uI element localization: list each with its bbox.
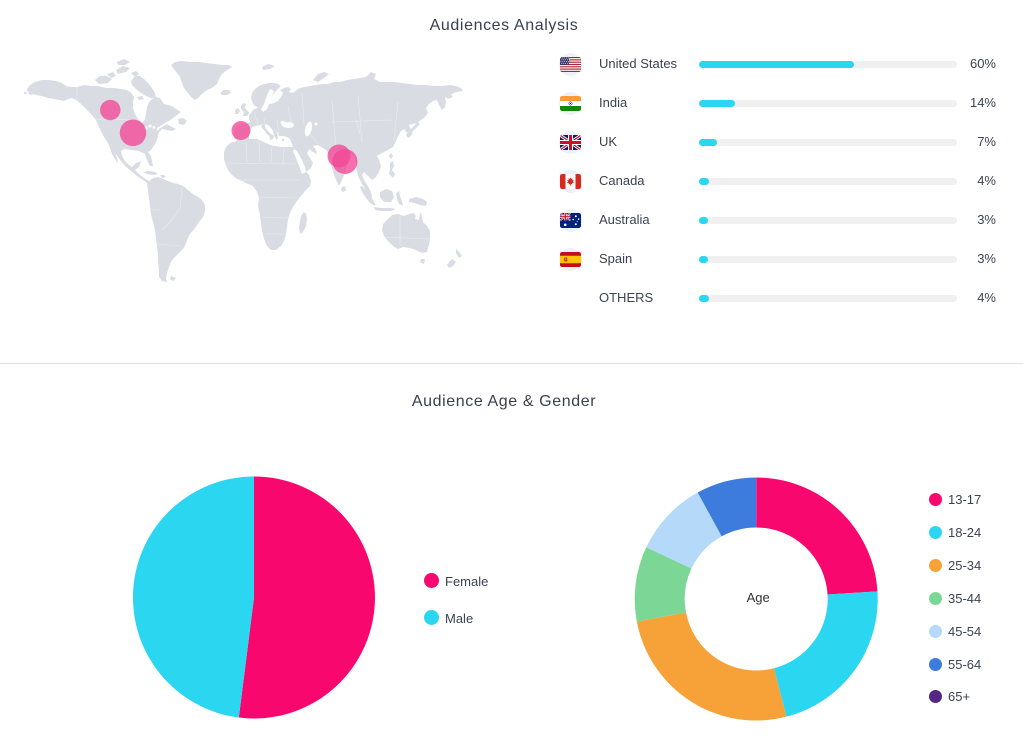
svg-text:Age: Age <box>747 590 770 605</box>
